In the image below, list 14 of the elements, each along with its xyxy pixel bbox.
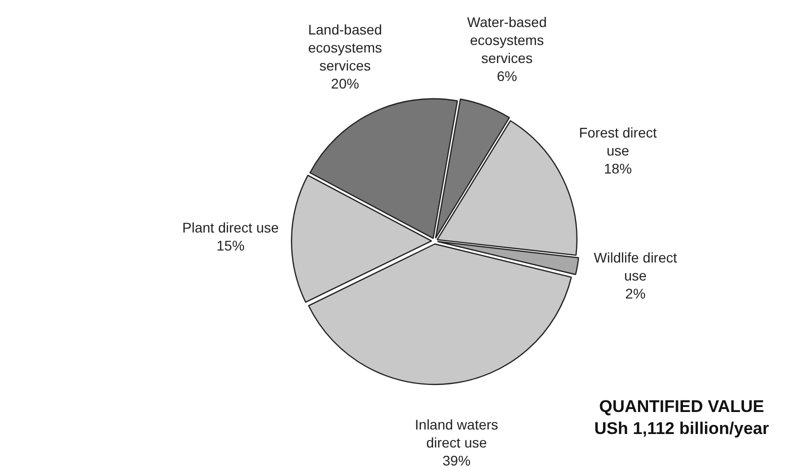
- data-label: 6%: [496, 68, 518, 84]
- text: USh 1,112 billion/year: [594, 418, 769, 440]
- slice-label: Wildlife direct use: [594, 249, 678, 284]
- data-label: 2%: [625, 285, 646, 302]
- slice-label: Plant direct use: [182, 219, 279, 236]
- data-label: 20%: [331, 76, 360, 92]
- text: QUANTIFIED VALUE: [598, 396, 766, 418]
- slice-label: Forest direct use: [578, 124, 657, 158]
- slice-label: Land-based ecosystems services: [308, 22, 382, 74]
- slice-label: Water-based ecosystems services: [467, 14, 547, 66]
- slice-label: Inland waters direct use: [414, 416, 498, 451]
- data-label: 15%: [216, 237, 245, 254]
- data-label: 18%: [604, 160, 632, 176]
- data-label: 39%: [442, 452, 471, 469]
